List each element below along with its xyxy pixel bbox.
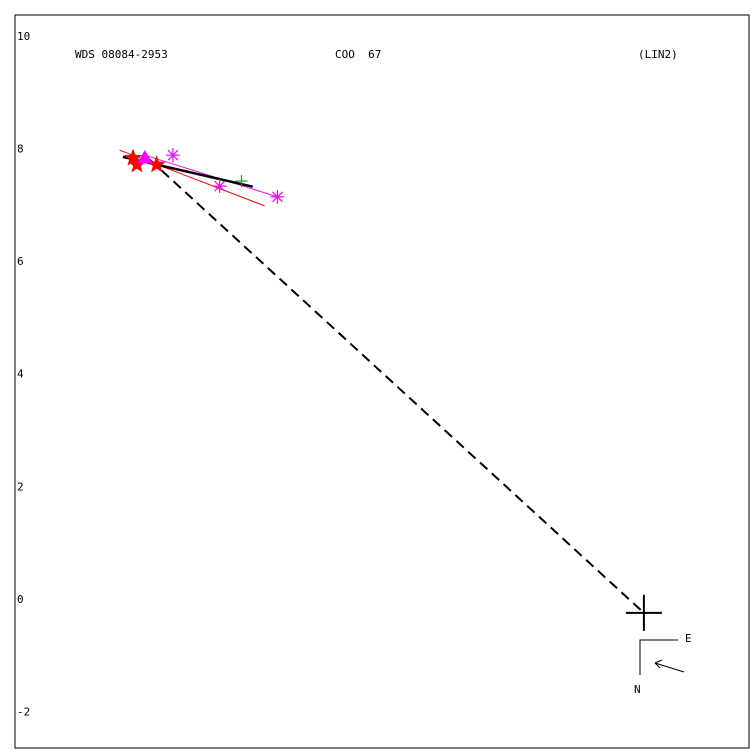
point: [136, 150, 153, 164]
y-tick-label: 2: [17, 480, 24, 493]
chart-title: WDS 08084-2953: [75, 48, 168, 61]
y-tick-label: -2: [17, 705, 30, 718]
compass: [639, 639, 678, 675]
chart-subtitle: COO 67: [335, 48, 381, 61]
y-tick-label: 10: [17, 30, 30, 43]
point: [235, 175, 248, 188]
compass-east: E: [685, 632, 692, 645]
chart-note: (LIN2): [638, 48, 678, 61]
y-tick-label: 6: [17, 255, 24, 268]
motion-arrow: [654, 659, 685, 673]
point: [212, 179, 227, 194]
point: [625, 594, 662, 631]
y-tick-label: 8: [17, 143, 24, 156]
plot-frame: [14, 14, 750, 749]
orbit-line: [149, 158, 645, 614]
point: [147, 155, 166, 173]
y-tick-label: 4: [17, 368, 24, 381]
point: [270, 189, 285, 204]
point: [165, 148, 180, 163]
compass-north: N: [634, 683, 641, 696]
point: [124, 148, 142, 166]
y-tick-label: 0: [17, 593, 24, 606]
